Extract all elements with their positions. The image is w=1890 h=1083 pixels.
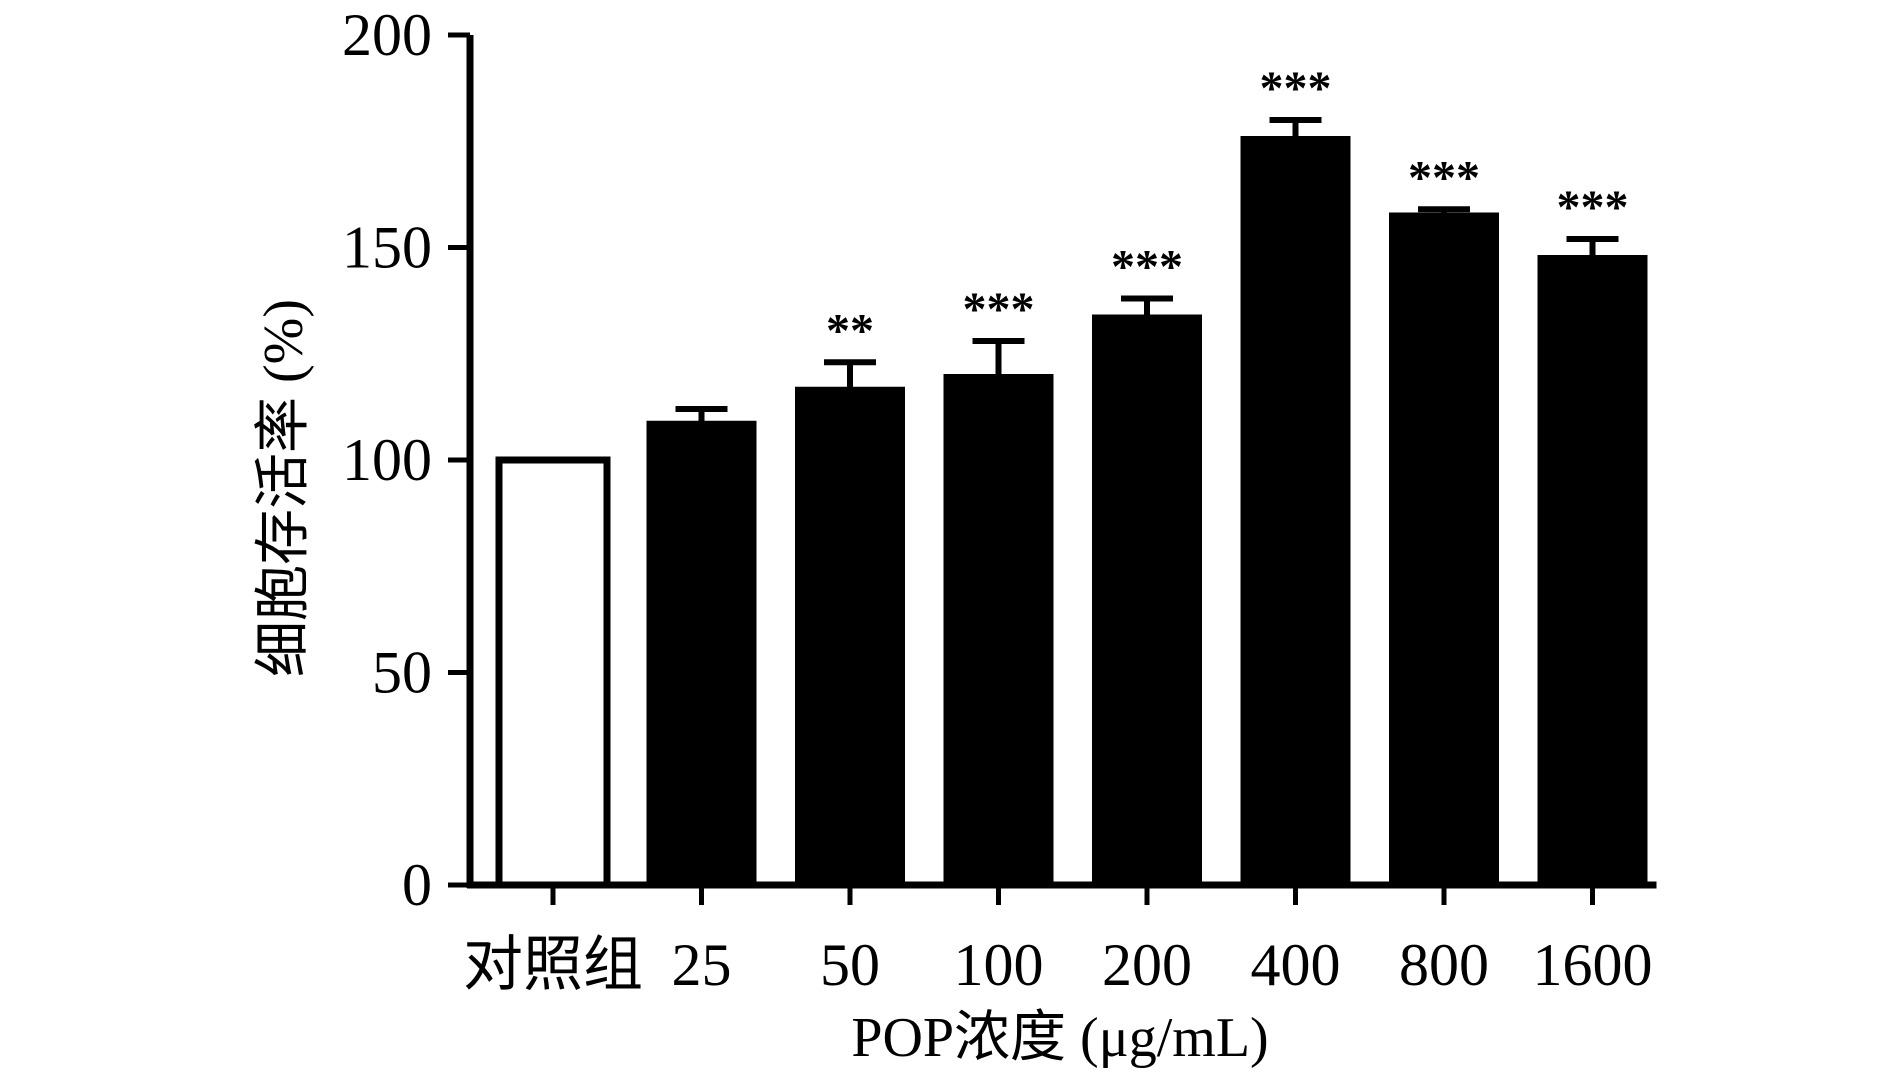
significance-group: ** *************** <box>826 62 1629 357</box>
significance-1600: *** <box>1557 181 1629 234</box>
x-tick-label-400: 400 <box>1251 932 1341 998</box>
y-tick-label-200: 200 <box>342 2 432 68</box>
x-axis-title: POP浓度 (μg/mL) <box>851 1007 1268 1069</box>
y-ticks-group: 0 50 100 150 200 <box>342 2 470 918</box>
x-tick-label-1600: 1600 <box>1533 932 1653 998</box>
x-ticks-group: 对照组 25 50 100 200 400 800 1600 <box>463 885 1653 998</box>
significance-800: *** <box>1408 151 1480 204</box>
bar-对照组 <box>495 456 611 889</box>
x-tick-label-对照组: 对照组 <box>463 932 643 998</box>
x-tick-label-100: 100 <box>954 932 1044 998</box>
significance-50: ** <box>826 304 874 357</box>
x-tick-label-800: 800 <box>1399 932 1489 998</box>
x-tick-label-25: 25 <box>672 932 732 998</box>
significance-200: *** <box>1111 241 1183 294</box>
significance-100: *** <box>963 283 1035 336</box>
bar-50 <box>795 386 905 886</box>
significance-400: *** <box>1260 62 1332 115</box>
y-tick-label-0: 0 <box>402 852 432 918</box>
bar-100 <box>943 374 1054 886</box>
y-axis-title: 细胞存活率 (%) <box>253 299 315 677</box>
error-bars-group <box>675 117 1619 422</box>
y-tick-label-50: 50 <box>372 640 432 706</box>
bar-25 <box>646 420 757 886</box>
bar-800 <box>1389 212 1499 886</box>
x-tick-label-50: 50 <box>820 932 880 998</box>
bar-200 <box>1092 314 1202 886</box>
y-tick-label-150: 150 <box>342 215 432 281</box>
bar-1600 <box>1537 255 1648 886</box>
bars-group <box>495 136 1648 889</box>
bar-400 <box>1240 136 1351 886</box>
x-tick-label-200: 200 <box>1102 932 1192 998</box>
y-tick-label-100: 100 <box>342 427 432 493</box>
